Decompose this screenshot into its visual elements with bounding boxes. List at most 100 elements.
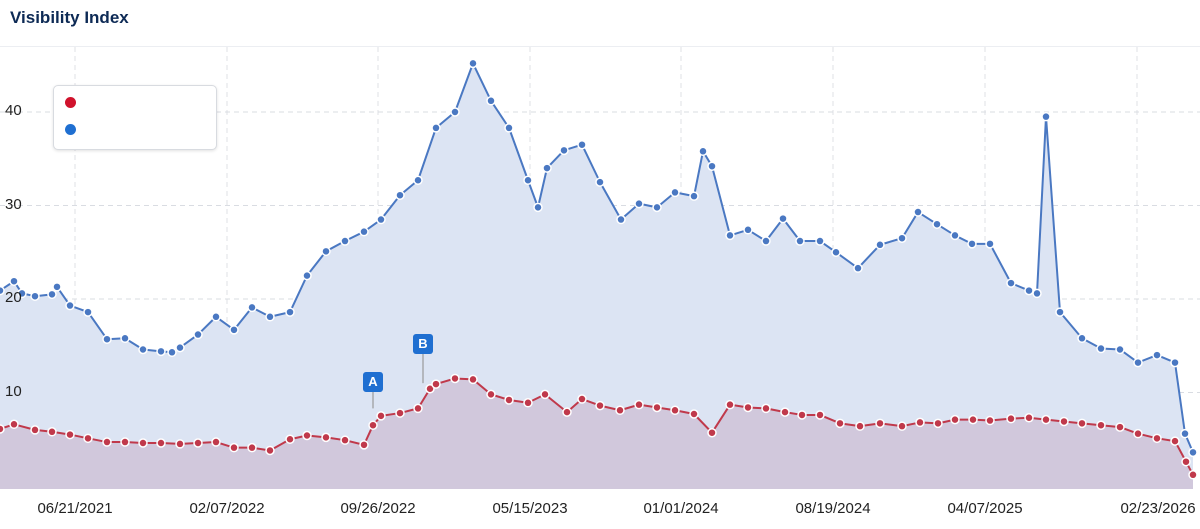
data-point[interactable]	[1032, 288, 1042, 299]
data-point[interactable]	[321, 246, 331, 257]
data-point[interactable]	[340, 435, 350, 445]
data-point[interactable]	[985, 415, 995, 426]
data-point[interactable]	[0, 285, 5, 296]
data-point[interactable]	[542, 163, 552, 173]
data-point[interactable]	[932, 219, 942, 229]
data-point[interactable]	[138, 438, 148, 448]
data-point[interactable]	[193, 438, 203, 448]
data-point[interactable]	[30, 425, 40, 435]
data-point[interactable]	[65, 300, 75, 311]
legend-dot-red-icon[interactable]	[65, 97, 76, 108]
data-point[interactable]	[595, 177, 605, 187]
data-point[interactable]	[1188, 470, 1198, 480]
data-point[interactable]	[431, 123, 441, 133]
data-point[interactable]	[340, 236, 350, 246]
data-point[interactable]	[229, 442, 239, 453]
data-point[interactable]	[670, 405, 680, 416]
data-point[interactable]	[1055, 307, 1065, 317]
data-point[interactable]	[138, 344, 148, 355]
data-point[interactable]	[540, 389, 550, 400]
data-point[interactable]	[193, 329, 203, 340]
data-point[interactable]	[1006, 413, 1016, 424]
data-point[interactable]	[670, 187, 680, 198]
data-point[interactable]	[486, 96, 496, 106]
data-point[interactable]	[835, 418, 845, 429]
data-point[interactable]	[1170, 357, 1180, 368]
data-point[interactable]	[359, 440, 369, 450]
data-point[interactable]	[1181, 456, 1191, 467]
data-point[interactable]	[9, 276, 19, 286]
data-point[interactable]	[120, 333, 130, 344]
data-point[interactable]	[913, 207, 923, 217]
data-point[interactable]	[1188, 447, 1198, 458]
data-point[interactable]	[780, 407, 790, 417]
data-point[interactable]	[413, 403, 423, 414]
data-point[interactable]	[450, 373, 460, 384]
data-point[interactable]	[0, 424, 5, 434]
data-point[interactable]	[486, 389, 496, 400]
data-point[interactable]	[1133, 357, 1143, 368]
data-point[interactable]	[1077, 333, 1087, 344]
data-point[interactable]	[285, 307, 295, 317]
data-point[interactable]	[211, 437, 221, 447]
data-point[interactable]	[359, 226, 369, 237]
data-point[interactable]	[523, 398, 533, 408]
data-point[interactable]	[1152, 350, 1162, 360]
data-point[interactable]	[855, 421, 865, 431]
data-point[interactable]	[634, 198, 644, 209]
data-point[interactable]	[1041, 111, 1051, 122]
data-point[interactable]	[1024, 412, 1034, 423]
data-point[interactable]	[743, 402, 753, 413]
annotation-marker-a[interactable]: A	[363, 372, 383, 392]
data-point[interactable]	[175, 342, 185, 353]
data-point[interactable]	[30, 291, 40, 301]
data-point[interactable]	[1133, 428, 1143, 439]
annotation-marker-b[interactable]: B	[413, 334, 433, 354]
data-point[interactable]	[950, 230, 960, 241]
data-point[interactable]	[595, 400, 605, 411]
data-point[interactable]	[897, 233, 907, 243]
data-point[interactable]	[265, 312, 275, 322]
data-point[interactable]	[725, 230, 735, 241]
data-point[interactable]	[229, 325, 239, 335]
data-point[interactable]	[156, 346, 166, 357]
data-point[interactable]	[47, 289, 57, 300]
data-point[interactable]	[634, 399, 644, 410]
data-point[interactable]	[778, 213, 788, 224]
data-point[interactable]	[915, 417, 925, 428]
data-point[interactable]	[167, 347, 177, 358]
data-point[interactable]	[615, 405, 625, 416]
data-point[interactable]	[1115, 422, 1125, 432]
data-point[interactable]	[47, 427, 57, 437]
data-point[interactable]	[616, 214, 626, 225]
data-point[interactable]	[1180, 428, 1190, 439]
data-point[interactable]	[1096, 343, 1106, 354]
data-point[interactable]	[698, 146, 708, 157]
data-point[interactable]	[65, 429, 75, 440]
data-point[interactable]	[468, 58, 478, 69]
data-point[interactable]	[376, 411, 386, 421]
data-point[interactable]	[156, 438, 166, 448]
data-point[interactable]	[559, 145, 569, 156]
data-point[interactable]	[897, 421, 907, 431]
data-point[interactable]	[533, 202, 543, 213]
data-point[interactable]	[1152, 433, 1162, 444]
data-point[interactable]	[52, 282, 62, 292]
data-point[interactable]	[968, 414, 978, 425]
data-point[interactable]	[247, 442, 257, 453]
data-point[interactable]	[302, 430, 312, 441]
data-point[interactable]	[425, 384, 435, 394]
data-point[interactable]	[1170, 436, 1180, 446]
data-point[interactable]	[689, 191, 699, 201]
data-point[interactable]	[504, 123, 514, 133]
data-point[interactable]	[413, 175, 423, 186]
data-point[interactable]	[395, 190, 405, 200]
data-point[interactable]	[1024, 285, 1034, 296]
data-point[interactable]	[102, 437, 112, 447]
data-point[interactable]	[321, 432, 331, 443]
data-point[interactable]	[83, 307, 93, 317]
data-point[interactable]	[1006, 278, 1016, 288]
data-point[interactable]	[562, 407, 572, 417]
data-point[interactable]	[652, 402, 662, 413]
